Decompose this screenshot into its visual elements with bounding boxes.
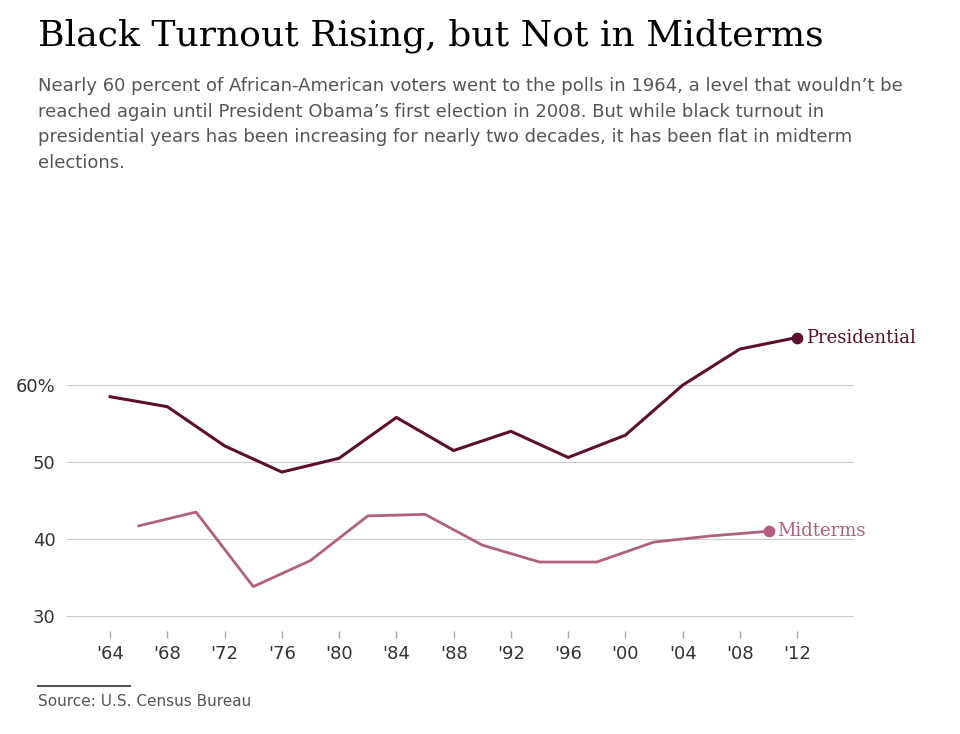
Point [761,526,777,537]
Text: Black Turnout Rising, but Not in Midterms: Black Turnout Rising, but Not in Midterm… [38,18,824,53]
Point [789,332,804,344]
Text: Presidential: Presidential [805,329,916,346]
Text: Nearly 60 percent of African-American voters went to the polls in 1964, a level : Nearly 60 percent of African-American vo… [38,77,903,172]
Text: Source: U.S. Census Bureau: Source: U.S. Census Bureau [38,694,252,708]
Text: Midterms: Midterms [777,523,866,540]
